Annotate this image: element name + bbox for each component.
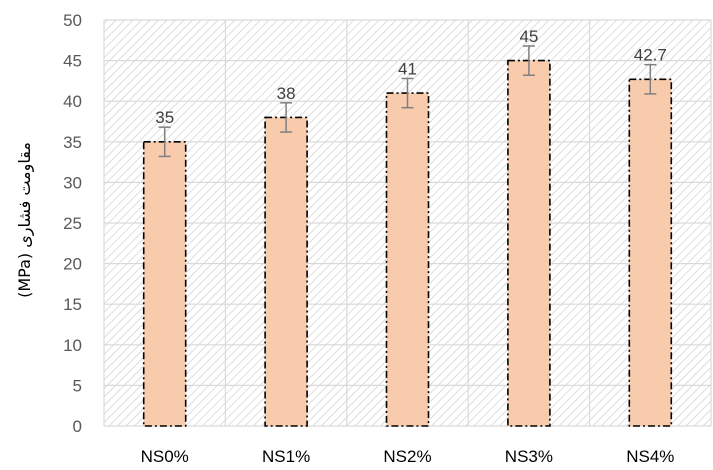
bar-NS2 xyxy=(385,92,430,427)
y-tick-label: 50 xyxy=(63,11,82,30)
y-tick-label: 0 xyxy=(73,417,82,436)
data-label: 35 xyxy=(155,108,174,127)
data-label: 45 xyxy=(519,27,538,46)
y-tick-label: 30 xyxy=(63,173,82,192)
x-category-label: NS2% xyxy=(383,447,431,466)
y-axis-label: مقاومت فشاری (MPa) xyxy=(15,142,35,298)
bar-NS4 xyxy=(628,78,673,427)
error-bars xyxy=(158,45,657,158)
y-tick-label: 40 xyxy=(63,92,82,111)
data-label: 42.7 xyxy=(634,46,667,65)
data-label: 38 xyxy=(277,84,296,103)
x-category-label: NS4% xyxy=(626,447,674,466)
data-labels: 35 38 41 45 42.7 xyxy=(155,27,667,127)
x-category-label: NS3% xyxy=(505,447,553,466)
y-tick-label: 45 xyxy=(63,52,82,71)
x-category-label: NS0% xyxy=(141,447,189,466)
y-axis-ticks: 0 5 10 15 20 25 30 35 40 45 50 xyxy=(63,11,82,436)
data-label: 41 xyxy=(398,59,417,78)
bars xyxy=(142,59,673,427)
bar-NS3 xyxy=(507,59,551,427)
y-tick-label: 5 xyxy=(73,376,82,395)
x-category-label: NS1% xyxy=(262,447,310,466)
y-tick-label: 35 xyxy=(63,133,82,152)
y-tick-label: 10 xyxy=(63,336,82,355)
y-tick-label: 25 xyxy=(63,214,82,233)
y-tick-label: 20 xyxy=(63,255,82,274)
bar-NS0 xyxy=(142,141,187,427)
x-axis-categories: NS0% NS1% NS2% NS3% NS4% xyxy=(141,447,675,466)
y-tick-label: 15 xyxy=(63,295,82,314)
bar-NS1 xyxy=(264,116,308,427)
